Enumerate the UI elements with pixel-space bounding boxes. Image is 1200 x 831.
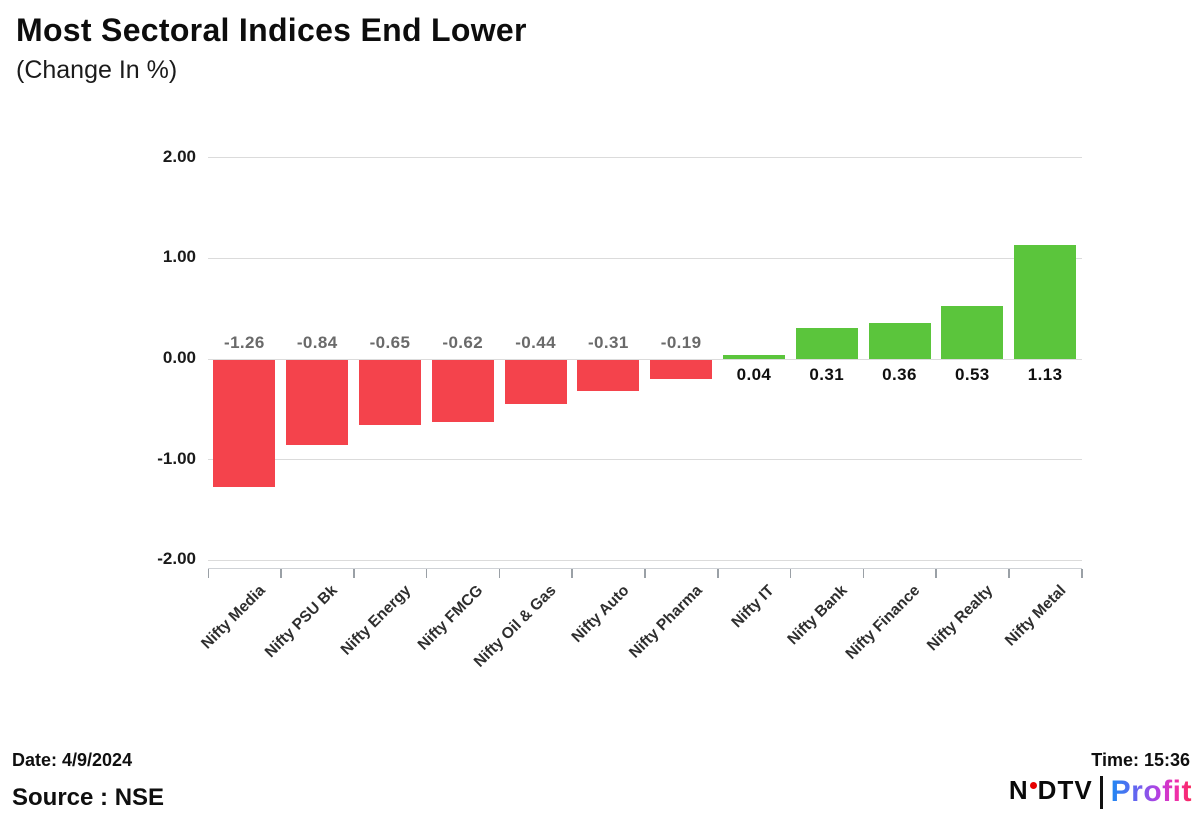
x-axis-label-nifty-finance: Nifty Finance — [842, 582, 924, 663]
x-axis-tick — [1081, 569, 1083, 578]
ndtv-profit-logo: N DTV Profit — [1009, 775, 1192, 809]
bar-nifty-bank — [795, 327, 858, 359]
profit-logo-text: Profit — [1110, 775, 1192, 808]
bar-nifty-energy — [358, 360, 421, 426]
y-axis-tick-label--1.00: -1.00 — [157, 448, 196, 468]
x-axis-label-nifty-it: Nifty IT — [728, 582, 778, 632]
x-axis-label-nifty-bank: Nifty Bank — [784, 582, 851, 649]
x-axis-label-nifty-pharma: Nifty Pharma — [625, 582, 706, 662]
y-axis-tick-label-1.00: 1.00 — [162, 247, 196, 267]
gridline-2.00 — [208, 157, 1082, 159]
y-axis-tick-label-2.00: 2.00 — [162, 146, 196, 166]
bar-value-label-nifty-realty: 0.53 — [954, 365, 990, 384]
bar-nifty-it — [722, 354, 785, 359]
bar-value-label-nifty-energy: -0.65 — [369, 333, 411, 352]
bar-value-label-nifty-psu-bk: -0.84 — [296, 333, 338, 352]
bar-value-label-nifty-media: -1.26 — [224, 333, 265, 352]
bar-nifty-fmcg — [431, 360, 494, 423]
x-axis-tick — [717, 569, 719, 578]
x-axis-label-nifty-realty: Nifty Realty — [924, 582, 997, 655]
footer-source-label: Source : NSE — [12, 784, 165, 811]
x-axis-line — [208, 568, 1082, 569]
ndtv-logo-text: N DTV — [1009, 775, 1093, 809]
gridline-1.00 — [208, 257, 1082, 259]
x-axis-label-nifty-metal: Nifty Metal — [1001, 582, 1070, 650]
footer-time-label: Time: 15:36 — [1091, 750, 1190, 770]
x-axis-tick — [353, 569, 355, 578]
x-axis-label-nifty-media: Nifty Media — [197, 582, 269, 653]
bar-value-label-nifty-auto: -0.31 — [587, 333, 629, 352]
x-axis-label-nifty-psu-bk: Nifty PSU Bk — [262, 582, 342, 662]
x-axis-tick — [862, 569, 865, 578]
logo-separator-bar — [1099, 776, 1103, 809]
bar-nifty-psu-bk — [286, 360, 349, 445]
bar-chart-plot-area: 2.00 1.00 0.00 -1.00 -2.00 -1.26 Nifty Media -0… — [157, 146, 1083, 671]
bar-value-label-nifty-bank: 0.31 — [809, 365, 845, 384]
bar-nifty-finance — [868, 322, 931, 359]
gridline--1.00 — [208, 459, 1082, 461]
bar-nifty-pharma — [650, 360, 713, 380]
x-axis-tick — [1008, 569, 1010, 578]
ndtv-logo-dtv: DTV — [1037, 775, 1093, 805]
x-axis-tick — [425, 569, 428, 578]
ndtv-logo-red-dot-icon — [1029, 782, 1037, 790]
x-axis-tick — [280, 569, 282, 578]
bar-nifty-media — [213, 360, 276, 487]
bar-value-label-nifty-oil-gas: -0.44 — [515, 333, 556, 352]
gridline--2.00 — [208, 559, 1082, 561]
page-subtitle: (Change In %) — [16, 56, 178, 84]
bar-nifty-realty — [941, 305, 1004, 359]
bar-value-label-nifty-finance: 0.36 — [882, 365, 917, 384]
y-axis-tick-label--2.00: -2.00 — [157, 549, 196, 569]
y-axis-tick-label-0.00: 0.00 — [162, 348, 196, 367]
x-axis-tick — [644, 569, 646, 578]
bar-value-label-nifty-it: 0.04 — [736, 365, 772, 384]
footer-date-label: Date: 4/9/2024 — [12, 750, 133, 770]
bar-value-label-nifty-pharma: -0.19 — [660, 333, 702, 352]
ndtv-logo-n: N — [1008, 775, 1029, 805]
x-axis-label-nifty-energy: Nifty Energy — [337, 582, 414, 659]
gridline-0.00 — [208, 358, 1082, 360]
x-axis-tick — [207, 569, 209, 578]
x-axis-tick — [789, 569, 792, 578]
x-axis-label-nifty-auto: Nifty Auto — [568, 582, 633, 646]
x-axis-tick — [571, 569, 573, 578]
bar-nifty-oil-gas — [504, 360, 567, 405]
bar-nifty-auto — [577, 360, 640, 392]
bar-value-label-nifty-fmcg: -0.62 — [442, 333, 484, 352]
bar-nifty-metal — [1014, 245, 1077, 359]
x-axis-tick — [498, 569, 501, 578]
x-axis-label-nifty-fmcg: Nifty FMCG — [415, 582, 487, 654]
page-title: Most Sectoral Indices End Lower — [16, 12, 527, 48]
x-axis-tick — [935, 569, 937, 578]
bar-value-label-nifty-metal: 1.13 — [1027, 365, 1063, 384]
